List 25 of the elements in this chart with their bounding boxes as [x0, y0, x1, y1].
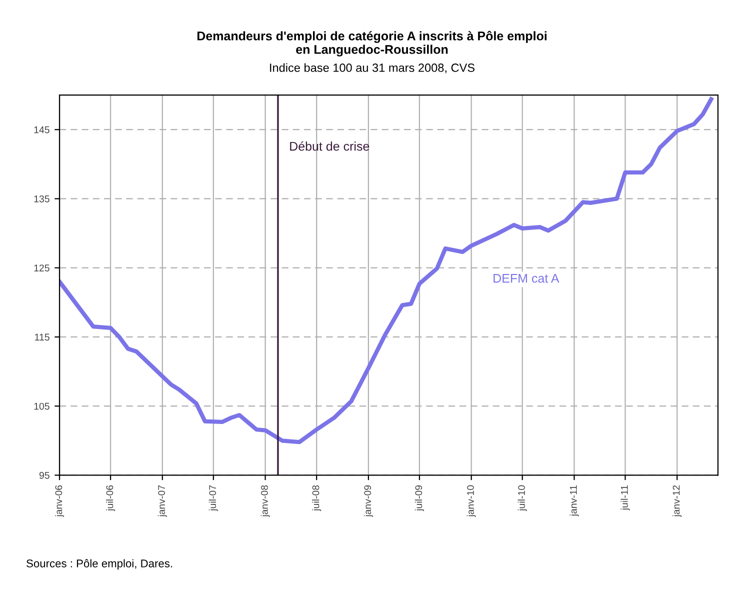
chart-subtitle: Indice base 100 au 31 mars 2008, CVS — [270, 63, 474, 74]
x-tick-label: janv-11 — [570, 485, 579, 516]
y-tick-label: 135 — [34, 195, 50, 202]
y-tick-label: 125 — [34, 264, 50, 272]
y-tick-label: 105 — [34, 402, 50, 410]
x-tick-label: juil-09 — [414, 485, 424, 512]
source-note: Sources : Pôle emploi, Dares. — [26, 559, 172, 570]
ref-line-label: Début de crise — [290, 141, 370, 151]
x-tick-label: janv-09 — [364, 485, 373, 518]
y-tick-label: 115 — [35, 334, 50, 341]
x-tick-label: juil-06 — [106, 485, 116, 512]
x-tick-label: juil-10 — [518, 485, 527, 512]
x-tick-label: janv-08 — [260, 485, 270, 518]
y-tick-label: 145 — [34, 126, 50, 134]
x-tick-label: janv-10 — [466, 485, 476, 518]
x-tick-label: janv-07 — [158, 485, 167, 518]
chart-title: Demandeurs d'emploi de catégorie A inscrits à Pôle emploi en Languedoc-Roussillon — [197, 30, 546, 56]
x-tick-label: juil-08 — [312, 485, 322, 512]
x-tick-label: juil-07 — [208, 485, 218, 512]
line-series — [60, 97, 714, 444]
x-tick-label: janv-12 — [672, 485, 682, 518]
y-tick-label: 95 — [39, 472, 50, 479]
text: DEFM cat A — [494, 274, 560, 283]
x-tick-label: juil-11 — [620, 485, 630, 510]
x-tick-label: janv-06 — [54, 485, 64, 518]
